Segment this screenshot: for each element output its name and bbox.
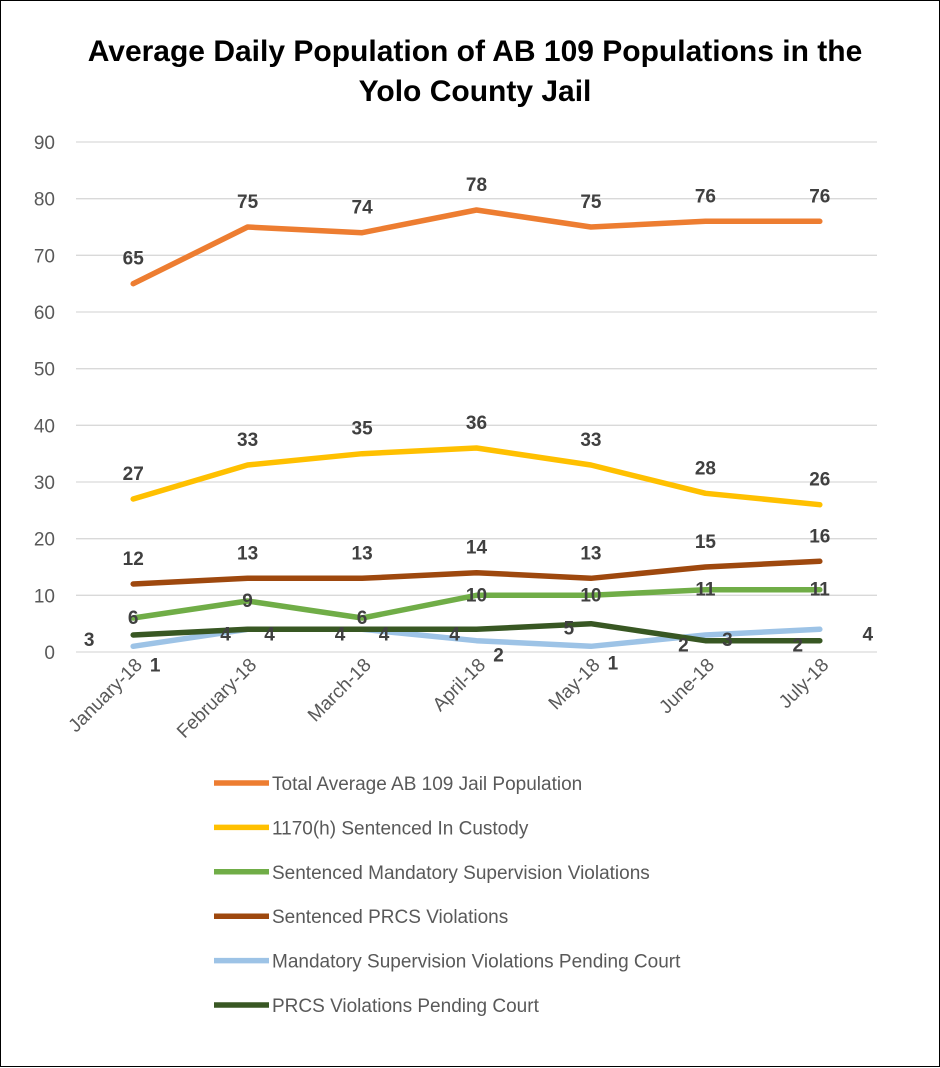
data-label: 65 bbox=[123, 249, 145, 270]
legend: Total Average AB 109 Jail Population 1170… bbox=[214, 774, 681, 1017]
data-label: 10 bbox=[580, 585, 601, 606]
y-tick-label: 10 bbox=[34, 586, 55, 607]
legend-label-3: Sentenced Mandatory Supervision Violatio… bbox=[272, 863, 650, 884]
y-tick-label: 40 bbox=[34, 416, 55, 437]
data-label: 76 bbox=[695, 186, 716, 207]
legend-label-2: 1170(h) Sentenced In Custody bbox=[272, 818, 529, 839]
data-label: 35 bbox=[352, 419, 374, 440]
y-tick-label: 70 bbox=[34, 246, 55, 267]
data-label: 11 bbox=[810, 580, 831, 601]
x-tick-label: January-18 bbox=[65, 655, 147, 737]
y-tick-label: 80 bbox=[34, 190, 55, 211]
data-label: 4 bbox=[220, 624, 231, 645]
data-label: 6 bbox=[357, 608, 368, 629]
legend-label-1: Total Average AB 109 Jail Population bbox=[272, 774, 582, 795]
data-label: 13 bbox=[580, 543, 601, 564]
x-tick-label: April-18 bbox=[429, 655, 490, 716]
data-label: 4 bbox=[264, 624, 275, 645]
data-label: 9 bbox=[242, 591, 253, 612]
data-label: 3 bbox=[722, 630, 733, 651]
data-label: 10 bbox=[466, 585, 487, 606]
chart-title: Average Daily Population of AB 109 Popul… bbox=[88, 35, 863, 108]
data-label: 33 bbox=[580, 430, 601, 451]
data-label: 74 bbox=[352, 198, 374, 219]
y-tick-label: 90 bbox=[34, 133, 55, 154]
data-label: 3 bbox=[84, 630, 95, 651]
data-label: 4 bbox=[863, 624, 874, 645]
data-label: 11 bbox=[695, 580, 716, 601]
x-tick-label: June-18 bbox=[655, 655, 718, 718]
data-label: 2 bbox=[678, 636, 689, 657]
x-tick-label: February-18 bbox=[173, 655, 261, 743]
chart-title-line-2: Yolo County Jail bbox=[359, 75, 592, 108]
data-label: 2 bbox=[493, 646, 504, 667]
data-label: 1 bbox=[150, 655, 161, 676]
data-label: 26 bbox=[809, 470, 830, 491]
data-label: 78 bbox=[466, 175, 487, 196]
data-label: 28 bbox=[695, 458, 716, 479]
data-label: 13 bbox=[352, 543, 373, 564]
data-label: 75 bbox=[237, 192, 259, 213]
y-tick-label: 30 bbox=[34, 473, 55, 494]
data-label: 13 bbox=[237, 543, 258, 564]
y-tick-label: 50 bbox=[34, 360, 55, 381]
series-line-3 bbox=[130, 586, 823, 621]
legend-label-5: Mandatory Supervision Violations Pending… bbox=[272, 952, 681, 973]
data-label: 27 bbox=[123, 464, 144, 485]
legend-label-4: Sentenced PRCS Violations bbox=[272, 907, 508, 928]
data-label: 1 bbox=[608, 653, 619, 674]
data-label: 16 bbox=[809, 526, 830, 547]
gridlines bbox=[76, 141, 877, 653]
x-tick-label: May-18 bbox=[545, 655, 605, 715]
data-label: 4 bbox=[449, 624, 460, 645]
data-label: 4 bbox=[335, 624, 346, 645]
x-tick-label: March-18 bbox=[304, 655, 376, 727]
y-tick-label: 0 bbox=[44, 643, 55, 664]
x-tick-label: July-18 bbox=[775, 655, 833, 713]
data-label: 5 bbox=[564, 619, 575, 640]
data-label: 75 bbox=[580, 192, 602, 213]
data-label: 12 bbox=[123, 549, 144, 570]
series-line-6 bbox=[130, 620, 823, 644]
data-label: 76 bbox=[809, 186, 830, 207]
data-label: 14 bbox=[466, 538, 488, 559]
data-label: 4 bbox=[379, 624, 390, 645]
data-label: 33 bbox=[237, 430, 258, 451]
data-label: 6 bbox=[128, 608, 139, 629]
y-tick-label: 20 bbox=[34, 530, 55, 551]
series-line-4 bbox=[130, 558, 823, 587]
series-line-2 bbox=[130, 445, 823, 508]
legend-label-6: PRCS Violations Pending Court bbox=[272, 996, 540, 1017]
data-label: 36 bbox=[466, 413, 487, 434]
series-lines bbox=[130, 207, 823, 650]
x-axis-tick-labels: January-18 February-18 March-18 April-18 May… bbox=[65, 655, 834, 743]
data-label: 2 bbox=[793, 636, 804, 657]
y-tick-label: 60 bbox=[34, 303, 55, 324]
y-axis-tick-labels: 0 10 20 30 40 50 60 70 80 90 bbox=[34, 133, 55, 664]
chart-title-line-1: Average Daily Population of AB 109 Popul… bbox=[88, 35, 863, 68]
data-label: 15 bbox=[695, 532, 717, 553]
series-line-1 bbox=[130, 207, 823, 287]
